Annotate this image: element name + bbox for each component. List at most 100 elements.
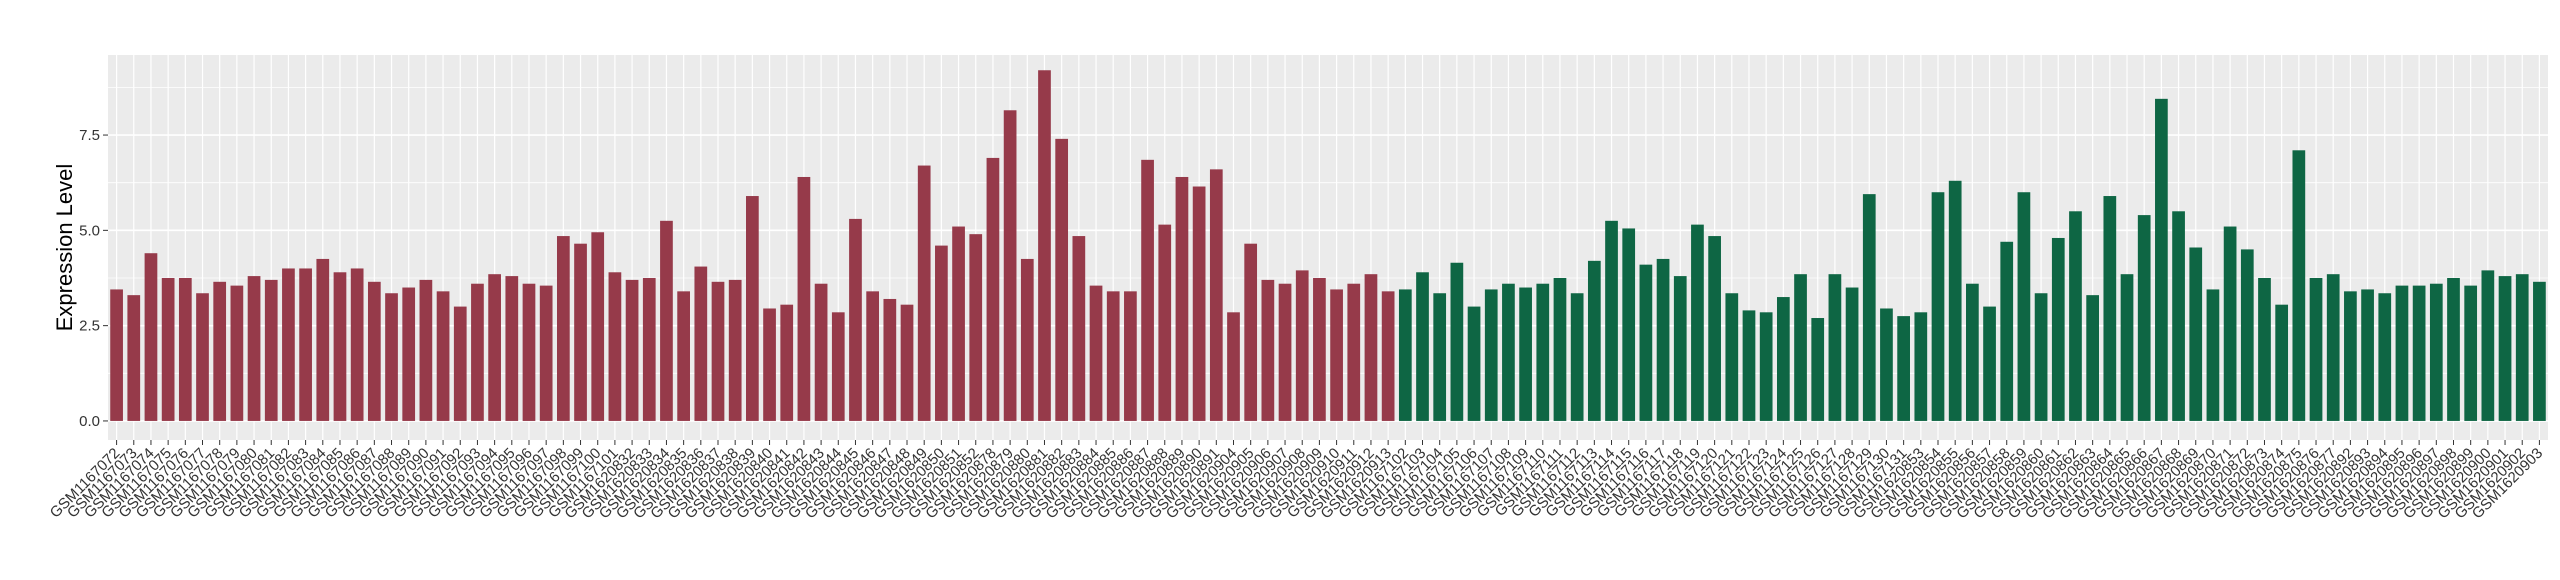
bar xyxy=(746,196,759,421)
bar xyxy=(849,218,862,421)
bar xyxy=(1124,291,1137,421)
bar xyxy=(1055,138,1069,421)
bar xyxy=(1708,236,1721,421)
bar xyxy=(316,258,330,421)
bar xyxy=(1450,262,1464,421)
bar xyxy=(2412,285,2426,421)
bar xyxy=(299,268,312,421)
bar xyxy=(350,268,364,421)
bar xyxy=(539,285,553,421)
bar xyxy=(127,295,141,421)
bar xyxy=(1398,289,1412,421)
bar xyxy=(1587,260,1601,421)
bar xyxy=(1966,283,1979,421)
bar xyxy=(952,226,965,421)
bar xyxy=(110,289,123,421)
bar xyxy=(866,291,880,421)
bar xyxy=(2017,192,2031,421)
bar xyxy=(178,277,192,421)
y-axis: 0.0 2.5 5.0 7.5 xyxy=(79,127,108,430)
bar xyxy=(2378,293,2392,421)
bar xyxy=(1261,279,1275,421)
bar xyxy=(1502,283,1515,421)
bar xyxy=(1931,192,1945,421)
bar xyxy=(1605,220,1618,421)
bar xyxy=(1553,277,1567,421)
bar xyxy=(1433,293,1447,421)
bar xyxy=(797,176,811,421)
y-tick-label: 0.0 xyxy=(79,413,100,430)
bar xyxy=(1072,236,1086,421)
bar xyxy=(2344,291,2357,421)
bar xyxy=(1467,306,1481,421)
bar xyxy=(436,291,450,421)
bar xyxy=(883,298,897,421)
bar xyxy=(1828,274,1842,421)
bar xyxy=(2464,285,2478,421)
bar xyxy=(1536,283,1550,421)
bar xyxy=(196,293,209,421)
bar xyxy=(1673,276,1687,421)
bar xyxy=(694,266,708,421)
bar xyxy=(1776,297,1790,421)
bars xyxy=(110,70,2546,421)
bar xyxy=(505,276,519,421)
bar xyxy=(2000,241,2014,421)
bar xyxy=(780,304,794,421)
bar xyxy=(282,268,295,421)
bar xyxy=(2447,277,2460,421)
bar xyxy=(625,279,639,421)
bar xyxy=(1381,291,1395,421)
bar xyxy=(1519,287,1532,421)
bar xyxy=(385,293,398,421)
bar xyxy=(522,283,536,421)
bar xyxy=(247,276,261,421)
bar xyxy=(1897,316,1910,421)
bar xyxy=(1106,291,1120,421)
bar xyxy=(660,220,673,421)
bar xyxy=(1862,194,1876,421)
bar xyxy=(1020,258,1034,421)
bar xyxy=(1811,318,1825,421)
bar xyxy=(1656,258,1670,421)
bar xyxy=(2395,285,2409,421)
bar xyxy=(453,306,467,421)
bar xyxy=(1364,274,1378,421)
bar xyxy=(1691,224,1704,421)
bar xyxy=(2103,196,2117,421)
bar xyxy=(591,232,605,421)
y-tick-label: 2.5 xyxy=(79,318,100,335)
bar xyxy=(1759,312,1773,421)
bar xyxy=(1725,293,1739,421)
bar xyxy=(935,245,948,421)
bar xyxy=(2034,293,2048,421)
bar xyxy=(677,291,690,421)
bar xyxy=(1038,70,1051,421)
bar xyxy=(1347,283,1361,421)
bar xyxy=(1158,224,1172,421)
bar xyxy=(2240,249,2254,421)
bar xyxy=(2498,276,2512,421)
bar xyxy=(1192,186,1206,421)
bar xyxy=(2481,270,2495,421)
bar xyxy=(2137,215,2151,421)
bar xyxy=(1209,169,1223,421)
bar xyxy=(2275,304,2289,421)
bar xyxy=(2172,211,2185,421)
bar xyxy=(1845,287,1859,421)
bar xyxy=(917,165,931,421)
bar xyxy=(728,279,742,421)
bar xyxy=(2086,295,2100,421)
bar xyxy=(763,308,776,421)
bar xyxy=(2309,277,2323,421)
bar xyxy=(1295,270,1309,421)
bar xyxy=(419,279,433,421)
bar xyxy=(969,234,983,421)
bar xyxy=(2051,237,2065,421)
bar xyxy=(1639,264,1653,421)
bar xyxy=(831,312,845,421)
bar xyxy=(1244,243,1258,421)
bar xyxy=(333,272,347,421)
bar xyxy=(2326,274,2340,421)
